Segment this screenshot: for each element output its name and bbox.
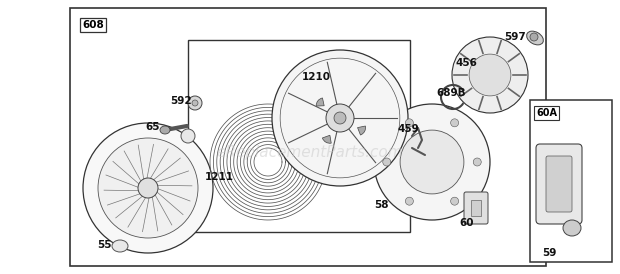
Circle shape — [452, 37, 528, 113]
Circle shape — [469, 54, 511, 96]
Text: 597: 597 — [504, 32, 526, 42]
Ellipse shape — [160, 126, 170, 134]
Text: 1210: 1210 — [302, 72, 331, 82]
Circle shape — [138, 178, 158, 198]
Bar — [530, 100, 612, 262]
Text: 59: 59 — [542, 248, 556, 258]
Bar — [188, 40, 410, 232]
FancyBboxPatch shape — [546, 156, 572, 212]
Ellipse shape — [526, 31, 543, 45]
Circle shape — [405, 119, 414, 127]
Bar — [70, 8, 546, 266]
Ellipse shape — [563, 220, 581, 236]
Circle shape — [334, 112, 346, 124]
Text: 65: 65 — [145, 122, 159, 132]
Text: 60: 60 — [459, 218, 474, 228]
Wedge shape — [322, 135, 331, 143]
Ellipse shape — [112, 240, 128, 252]
Wedge shape — [316, 98, 324, 106]
Bar — [471, 200, 481, 216]
Circle shape — [272, 50, 408, 186]
Wedge shape — [358, 126, 366, 135]
Circle shape — [192, 100, 198, 106]
Circle shape — [374, 104, 490, 220]
Circle shape — [451, 197, 459, 205]
Ellipse shape — [83, 123, 213, 253]
Circle shape — [451, 119, 459, 127]
Text: eReplacementParts.com: eReplacementParts.com — [216, 144, 404, 159]
Circle shape — [383, 158, 391, 166]
Ellipse shape — [181, 129, 195, 143]
Circle shape — [405, 197, 414, 205]
Circle shape — [400, 130, 464, 194]
Text: 456: 456 — [456, 58, 478, 68]
Text: 58: 58 — [374, 200, 389, 210]
Ellipse shape — [98, 138, 198, 238]
FancyBboxPatch shape — [536, 144, 582, 224]
FancyBboxPatch shape — [464, 192, 488, 224]
Text: 689B: 689B — [436, 88, 466, 98]
Text: 1211: 1211 — [205, 172, 234, 182]
Circle shape — [326, 104, 354, 132]
Text: 60A: 60A — [536, 108, 557, 118]
Circle shape — [530, 33, 538, 41]
Circle shape — [473, 158, 481, 166]
Text: 592: 592 — [170, 96, 192, 106]
Text: 459: 459 — [398, 124, 420, 134]
Circle shape — [188, 96, 202, 110]
Text: 608: 608 — [82, 20, 104, 30]
Text: 55: 55 — [97, 240, 112, 250]
